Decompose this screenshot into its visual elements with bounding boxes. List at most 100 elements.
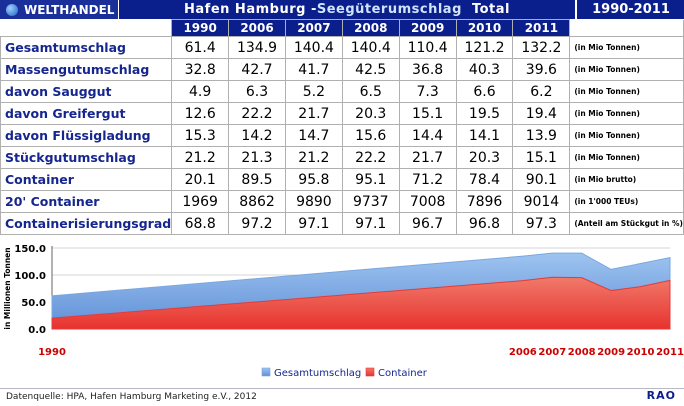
row-label: davon Greifergut [0,102,173,125]
unit-label: (in Mio Tonnen) [569,80,684,103]
section-label: WELTHANDEL [24,2,115,17]
row-label: 20' Container [0,190,173,213]
title-part1: Hafen Hamburg - [184,2,317,17]
row-label: Massengutumschlag [0,58,173,81]
value-cell: 97.3 [512,212,571,235]
value-cell: 14.1 [455,124,514,147]
unit-label: (in Mio Tonnen) [569,58,684,81]
row-label: davon Flüssigladung [0,124,173,147]
value-cell: 95.8 [284,168,343,191]
value-cell: 8862 [228,190,286,213]
table-row: davon Greifergut 12.6 22.2 21.7 20.3 15.1 19.5… [0,102,684,125]
value-cell: 36.8 [398,58,457,81]
value-cell: 42.7 [228,58,286,81]
value-cell: 9014 [512,190,571,213]
value-cell: 97.2 [228,212,286,235]
legend-label: Gesamtumschlag [274,368,361,379]
table-row: Stückgutumschlag 21.2 21.3 21.2 22.2 21.7 20.3… [0,146,684,169]
table-row: Containerisierungsgrad 68.8 97.2 97.1 97.1 96… [0,212,684,235]
unit-label: (in Mio brutto) [569,168,684,191]
brand-logo: RAO [646,389,676,402]
value-cell: 68.8 [171,212,230,235]
value-cell: 21.2 [284,146,343,169]
value-cell: 15.6 [341,124,400,147]
value-cell: 9890 [284,190,343,213]
value-cell: 6.6 [455,80,514,103]
value-cell: 21.3 [228,146,286,169]
value-cell: 22.2 [341,146,400,169]
value-cell: 90.1 [512,168,571,191]
header-blank-cell [0,19,173,37]
legend-swatch [261,367,271,377]
unit-label: (Anteil am Stückgut in %) [569,212,684,235]
x-tick-label: 2007 [538,347,566,358]
value-cell: 40.3 [455,58,514,81]
year-header: 2009 [398,19,457,37]
legend-swatch [365,367,375,377]
table-row: 20' Container 1969 8862 9890 9737 7008 7896 901… [0,190,684,213]
value-cell: 6.2 [512,80,571,103]
value-cell: 7008 [398,190,457,213]
data-table: 1990 2006 2007 2008 2009 2010 2011 Gesam… [0,19,684,235]
value-cell: 89.5 [228,168,286,191]
value-cell: 12.6 [171,102,230,125]
row-label: Containerisierungsgrad [0,212,173,235]
value-cell: 20.1 [171,168,230,191]
unit-label: (in Mio Tonnen) [569,124,684,147]
value-cell: 15.1 [512,146,571,169]
page-title: Hafen Hamburg - Seegüterumschlag Total [119,0,575,19]
value-cell: 140.4 [341,36,400,59]
footer-divider [0,388,684,389]
value-cell: 6.3 [228,80,286,103]
value-cell: 21.7 [398,146,457,169]
unit-label: (in Mio Tonnen) [569,102,684,125]
y-axis-label: in Millionen Tonnen [3,247,12,329]
year-header: 2010 [455,19,514,37]
value-cell: 121.2 [455,36,514,59]
value-cell: 96.8 [455,212,514,235]
value-cell: 14.7 [284,124,343,147]
globe-icon [6,3,18,16]
value-cell: 95.1 [341,168,400,191]
table-body: Gesamtumschlag 61.4 134.9 140.4 140.4 110.4 12… [0,36,684,235]
title-part2: Seegüterumschlag [316,2,462,17]
value-cell: 42.5 [341,58,400,81]
value-cell: 140.4 [284,36,343,59]
table-row: davon Flüssigladung 15.3 14.2 14.7 15.6 14.4 1… [0,124,684,147]
value-cell: 71.2 [398,168,457,191]
value-cell: 20.3 [455,146,514,169]
row-label: Stückgutumschlag [0,146,173,169]
section-tab: WELTHANDEL [0,0,119,19]
year-header: 2011 [512,19,571,37]
value-cell: 5.2 [284,80,343,103]
value-cell: 4.9 [171,80,230,103]
value-cell: 6.5 [341,80,400,103]
value-cell: 21.7 [284,102,343,125]
row-label: Container [0,168,173,191]
x-tick-label: 2008 [568,347,596,358]
row-label: davon Sauggut [0,80,173,103]
value-cell: 32.8 [171,58,230,81]
x-tick-label: 2009 [597,347,625,358]
year-header: 1990 [171,19,230,37]
value-cell: 13.9 [512,124,571,147]
value-cell: 20.3 [341,102,400,125]
year-header: 2007 [284,19,343,37]
value-cell: 1969 [171,190,230,213]
value-cell: 9737 [341,190,400,213]
value-cell: 7896 [455,190,514,213]
table-row: davon Sauggut 4.9 6.3 5.2 6.5 7.3 6.6 6.2 (in Mi… [0,80,684,103]
y-tick-label: 50.0 [21,298,46,309]
value-cell: 110.4 [398,36,457,59]
value-cell: 39.6 [512,58,571,81]
year-header: 2006 [228,19,286,37]
table-row: Gesamtumschlag 61.4 134.9 140.4 140.4 110.4 12… [0,36,684,59]
unit-label: (in Mio Tonnen) [569,146,684,169]
value-cell: 15.3 [171,124,230,147]
value-cell: 134.9 [228,36,286,59]
value-cell: 21.2 [171,146,230,169]
value-cell: 78.4 [455,168,514,191]
x-tick-label: 1990 [38,347,66,358]
value-cell: 14.4 [398,124,457,147]
row-label: Gesamtumschlag [0,36,173,59]
